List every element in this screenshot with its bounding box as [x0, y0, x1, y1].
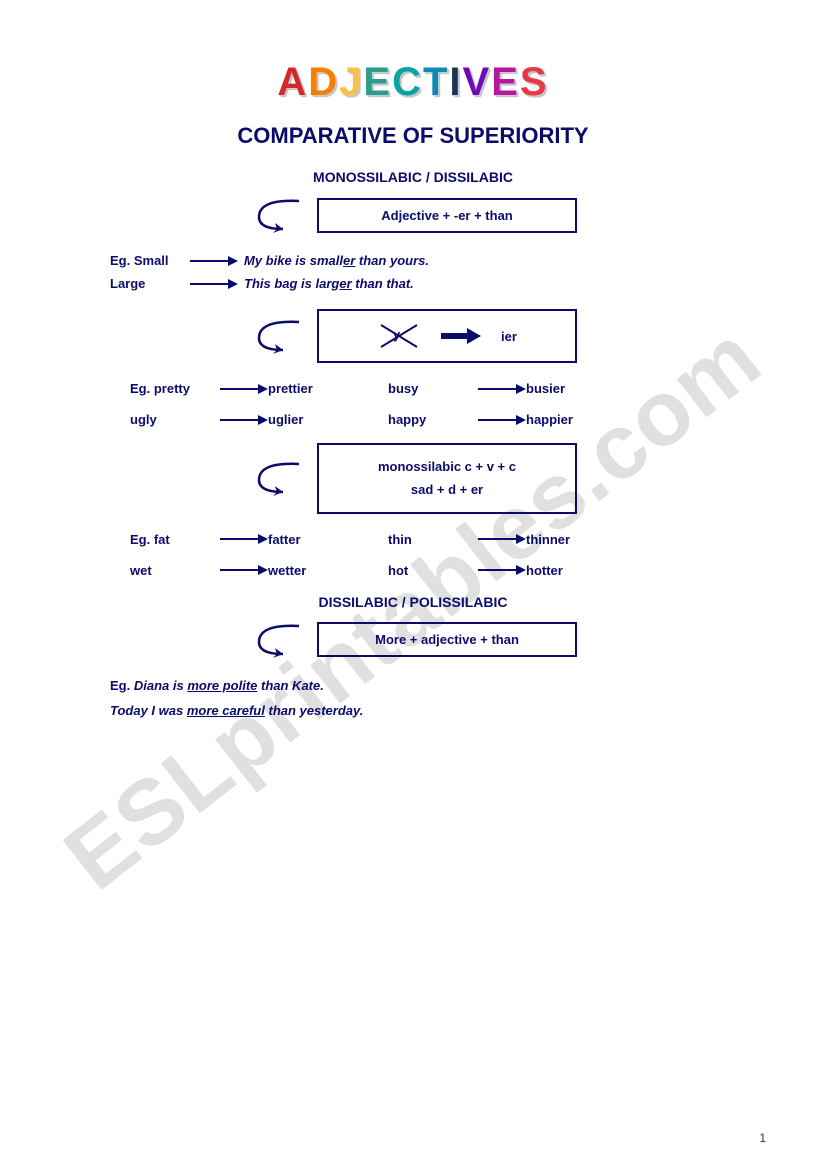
rule2-box: y ier	[317, 309, 577, 363]
example-line: Eg. Diana is more polite than Kate.	[110, 678, 736, 693]
pair-word: Eg. fat	[130, 532, 220, 547]
title-letter: I	[449, 60, 462, 105]
section4-examples: Eg. Diana is more polite than Kate. Today…	[110, 678, 736, 718]
crossed-y-icon: y	[377, 321, 421, 351]
section1-examples: Eg. Small My bike is smaller than yours. L…	[110, 253, 736, 291]
title-adjectives: ADJECTIVES	[90, 60, 736, 105]
example-line: Today I was more careful than yesterday.	[110, 703, 736, 718]
section2-pairs: Eg. prettyprettierbusybusieruglyuglierha…	[130, 381, 736, 427]
pair-word: thin	[388, 532, 478, 547]
curve-arrow-icon	[249, 316, 309, 356]
small-arrow-icon	[220, 413, 268, 427]
pair-result: wetter	[268, 563, 388, 578]
pair-word: wet	[130, 563, 220, 578]
pair-result: happier	[526, 412, 626, 427]
subtitle: COMPARATIVE OF SUPERIORITY	[90, 123, 736, 149]
ier-label: ier	[501, 329, 517, 344]
rule3-line1: monossilabic c + v + c	[337, 455, 557, 478]
pair-result: prettier	[268, 381, 388, 396]
pair-result: busier	[526, 381, 626, 396]
title-letter: A	[277, 60, 308, 105]
pair-result: fatter	[268, 532, 388, 547]
small-arrow-icon	[190, 254, 238, 268]
example-label: Large	[110, 276, 190, 291]
small-arrow-icon	[220, 563, 268, 577]
title-letter: V	[463, 60, 492, 105]
rule3-row: monossilabic c + v + c sad + d + er	[90, 443, 736, 514]
pair-result: hotter	[526, 563, 626, 578]
small-arrow-icon	[478, 532, 526, 546]
section3-pairs: Eg. fat fatterthin thinner wet wetterhot hott…	[130, 532, 736, 578]
small-arrow-icon	[478, 413, 526, 427]
pair-word: busy	[388, 381, 478, 396]
example-sentence: This bag is larger than that.	[244, 276, 414, 291]
title-letter: C	[392, 60, 423, 105]
pair-word: hot	[388, 563, 478, 578]
small-arrow-icon	[478, 382, 526, 396]
curve-arrow-icon	[249, 195, 309, 235]
section1-head: MONOSSILABIC / DISSILABIC	[90, 169, 736, 185]
curve-arrow-icon	[249, 620, 309, 660]
pair-word: Eg. pretty	[130, 381, 220, 396]
rule1-row: Adjective + -er + than	[90, 195, 736, 235]
thick-arrow-icon	[441, 328, 481, 344]
small-arrow-icon	[220, 532, 268, 546]
example-sentence: My bike is smaller than yours.	[244, 253, 429, 268]
small-arrow-icon	[220, 382, 268, 396]
rule3-line2: sad + d + er	[337, 478, 557, 501]
rule3-box: monossilabic c + v + c sad + d + er	[317, 443, 577, 514]
example-label: Eg. Small	[110, 253, 190, 268]
rule1-box: Adjective + -er + than	[317, 198, 577, 233]
title-letter: T	[423, 60, 449, 105]
title-letter: J	[339, 60, 363, 105]
pair-word: ugly	[130, 412, 220, 427]
worksheet-page: ADJECTIVES COMPARATIVE OF SUPERIORITY MO…	[0, 0, 826, 768]
pair-result: thinner	[526, 532, 626, 547]
title-letter: E	[491, 60, 520, 105]
section4-head: DISSILABIC / POLISSILABIC	[90, 594, 736, 610]
pair-word: happy	[388, 412, 478, 427]
rule4-box: More + adjective + than	[317, 622, 577, 657]
title-letter: D	[308, 60, 339, 105]
rule2-row: y ier	[90, 309, 736, 363]
example-line: Large This bag is larger than that.	[110, 276, 736, 291]
small-arrow-icon	[478, 563, 526, 577]
title-letter: E	[363, 60, 392, 105]
curve-arrow-icon	[249, 458, 309, 498]
title-letter: S	[520, 60, 549, 105]
rule4-row: More + adjective + than	[90, 620, 736, 660]
example-line: Eg. Small My bike is smaller than yours.	[110, 253, 736, 268]
pair-result: uglier	[268, 412, 388, 427]
small-arrow-icon	[190, 277, 238, 291]
page-number: 1	[759, 1131, 766, 1145]
